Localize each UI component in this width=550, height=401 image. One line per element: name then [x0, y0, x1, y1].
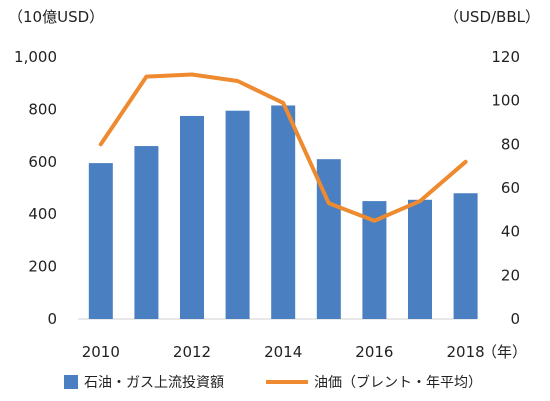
bar-2012 [180, 115, 204, 319]
left-tick-label: 1,000 [14, 48, 57, 66]
right-tick-label: 120 [491, 48, 520, 66]
right-tick-label: 60 [501, 179, 520, 197]
x-tick-label: 2010 [82, 343, 120, 361]
right-tick-label: 0 [510, 310, 520, 328]
oil-price-line [98, 72, 468, 223]
right-tick-label: 20 [501, 266, 520, 284]
x-tick-label: 2014 [264, 343, 302, 361]
legend-line-label: 油価（ブレント・年平均） [314, 374, 482, 391]
x-axis-unit: （年） [482, 343, 527, 361]
left-tick-label: 600 [28, 153, 57, 171]
left-tick-label: 200 [28, 258, 57, 276]
right-tick-label: 40 [501, 223, 520, 241]
bar-2017 [408, 199, 432, 319]
bar-2010 [88, 163, 113, 319]
left-tick-label: 800 [28, 100, 57, 118]
left-axis-ticks: 1,000 800 600 400 200 0 [14, 48, 57, 328]
left-tick-label: 400 [28, 205, 57, 223]
x-tick-label: 2018 [447, 343, 485, 361]
left-axis-unit: （10億USD） [8, 8, 104, 26]
right-tick-label: 100 [491, 92, 520, 110]
legend: 石油・ガス上流投資額 油価（ブレント・年平均） [64, 374, 482, 391]
right-tick-label: 80 [501, 135, 520, 153]
right-axis-ticks: 120 100 80 60 40 20 0 [491, 48, 520, 328]
legend-bar-label: 石油・ガス上流投資額 [84, 375, 224, 391]
bar-2018 [453, 193, 478, 319]
legend-bar-swatch [64, 375, 78, 389]
right-axis-unit: （USD/BBL） [444, 8, 540, 26]
x-tick-label: 2016 [355, 343, 393, 361]
bar-2011 [134, 146, 159, 319]
bar-series [88, 105, 478, 320]
left-tick-label: 0 [47, 310, 57, 328]
x-tick-label: 2012 [173, 343, 211, 361]
x-axis-ticks: 2010 2012 2014 2016 2018 [82, 343, 485, 361]
bar-2013 [225, 110, 250, 320]
bar-2014 [271, 105, 296, 319]
